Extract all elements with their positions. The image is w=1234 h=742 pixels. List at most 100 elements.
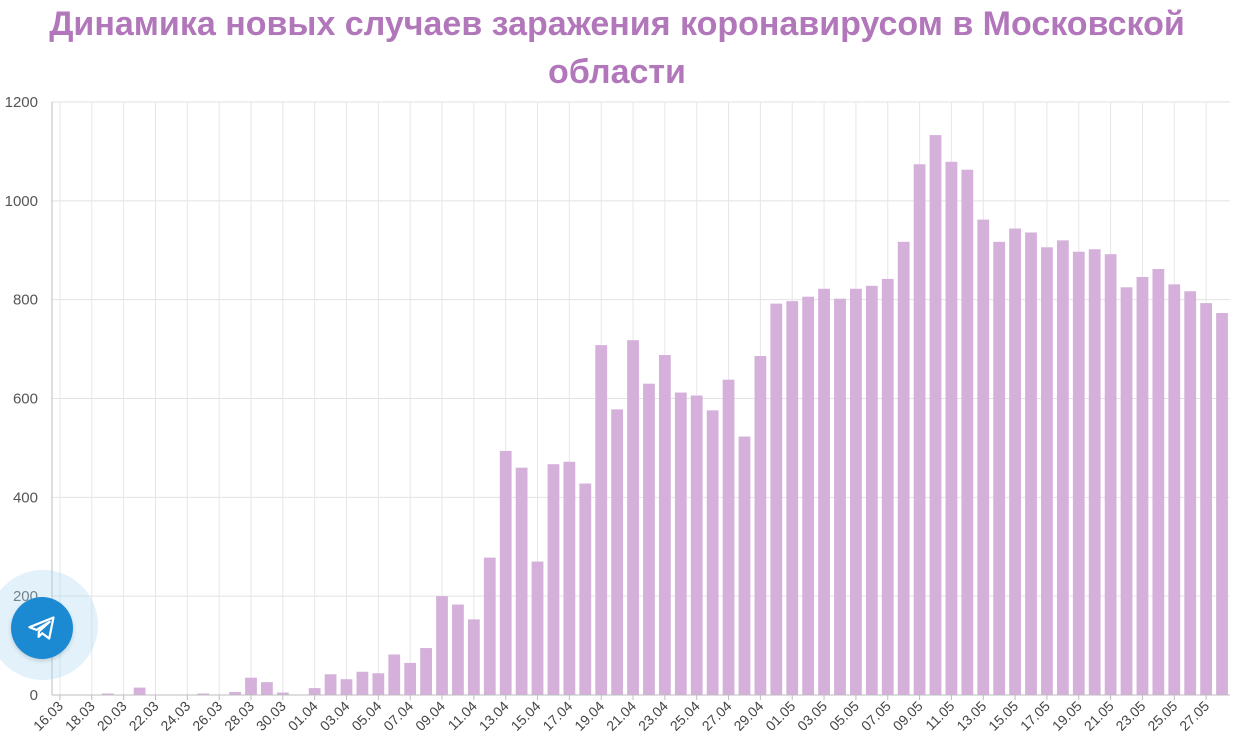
bar xyxy=(452,604,464,695)
x-tick-labels: 16.0318.0320.0322.0324.0326.0328.0330.03… xyxy=(30,698,1212,734)
bar xyxy=(579,483,592,695)
bar xyxy=(738,436,751,695)
bar xyxy=(913,164,926,695)
bar xyxy=(754,356,767,695)
x-tick-label: 13.05 xyxy=(953,698,989,734)
bar xyxy=(945,161,958,695)
bar xyxy=(1072,251,1085,696)
x-tick-label: 03.04 xyxy=(317,698,353,734)
x-tick-label: 20.03 xyxy=(94,698,130,734)
x-tick-label: 09.04 xyxy=(412,698,448,734)
bar xyxy=(1152,269,1165,695)
bar xyxy=(261,682,273,695)
x-tick-label: 15.04 xyxy=(508,698,544,734)
bar xyxy=(324,674,337,695)
bar xyxy=(388,654,401,695)
bar xyxy=(1120,287,1133,695)
bar xyxy=(420,648,432,695)
bar xyxy=(658,355,671,695)
bar xyxy=(276,692,289,695)
bar xyxy=(627,340,639,695)
bar xyxy=(865,285,878,695)
bar xyxy=(897,241,910,695)
axes xyxy=(51,102,1230,700)
bar xyxy=(229,692,241,695)
bar xyxy=(1136,276,1149,695)
x-tick-label: 26.03 xyxy=(189,698,225,734)
y-tick-label: 0 xyxy=(30,687,38,704)
x-tick-label: 09.05 xyxy=(890,698,926,734)
bar xyxy=(881,278,894,695)
bar xyxy=(1088,249,1101,696)
x-tick-label: 25.05 xyxy=(1144,698,1180,734)
bar xyxy=(706,410,719,695)
x-tick-label: 25.04 xyxy=(667,698,703,734)
x-tick-label: 01.05 xyxy=(762,698,798,734)
bar xyxy=(245,677,257,695)
bar xyxy=(1056,240,1069,695)
bar xyxy=(929,135,942,696)
bar xyxy=(818,288,830,695)
bar xyxy=(372,673,385,695)
bar xyxy=(1009,228,1021,696)
telegram-button[interactable] xyxy=(11,597,73,659)
x-tick-label: 17.04 xyxy=(539,698,575,734)
x-tick-label: 03.05 xyxy=(794,698,830,734)
x-tick-label: 15.05 xyxy=(985,698,1021,734)
x-tick-label: 19.05 xyxy=(1049,698,1085,734)
bar xyxy=(1025,232,1037,695)
bar xyxy=(515,467,528,695)
x-tick-label: 21.04 xyxy=(603,698,639,734)
bar xyxy=(467,619,480,695)
grid xyxy=(52,101,1230,696)
x-tick-label: 24.03 xyxy=(157,698,193,734)
bar xyxy=(786,301,799,695)
bar xyxy=(563,461,576,695)
telegram-share-widget xyxy=(0,570,98,682)
bar xyxy=(483,557,496,695)
bar xyxy=(133,687,146,695)
bar xyxy=(1104,254,1117,695)
bar xyxy=(611,409,624,695)
bar xyxy=(547,464,560,695)
bar xyxy=(499,450,512,695)
bar xyxy=(1200,303,1213,695)
y-tick-label: 1000 xyxy=(5,193,38,210)
y-tick-label: 400 xyxy=(13,489,38,506)
y-tick-label: 600 xyxy=(13,391,38,408)
bar xyxy=(436,596,448,695)
bar xyxy=(1041,247,1053,695)
x-tick-label: 22.03 xyxy=(125,698,161,734)
bar xyxy=(993,241,1006,695)
x-tick-label: 13.04 xyxy=(476,698,512,734)
y-tick-label: 800 xyxy=(13,292,38,309)
x-tick-label: 11.05 xyxy=(922,698,958,734)
y-tick-label: 1200 xyxy=(5,94,38,111)
x-tick-label: 21.05 xyxy=(1081,698,1117,734)
bar xyxy=(643,383,655,695)
x-tick-label: 07.04 xyxy=(380,698,416,734)
x-tick-label: 28.03 xyxy=(221,698,257,734)
bar xyxy=(1216,313,1228,695)
bar xyxy=(770,303,783,695)
x-tick-label: 05.04 xyxy=(348,698,384,734)
x-tick-label: 01.04 xyxy=(285,698,321,734)
x-tick-label: 05.05 xyxy=(826,698,862,734)
bar xyxy=(308,688,321,695)
bar xyxy=(674,392,687,695)
x-tick-label: 27.05 xyxy=(1176,698,1212,734)
bar xyxy=(1168,284,1181,695)
bar xyxy=(850,288,862,695)
bar xyxy=(404,662,417,695)
x-tick-label: 27.04 xyxy=(699,698,735,734)
bar xyxy=(802,296,815,695)
bar xyxy=(722,379,735,695)
bar xyxy=(977,219,990,695)
bar xyxy=(1184,291,1197,695)
x-tick-label: 30.03 xyxy=(253,698,289,734)
x-tick-label: 29.04 xyxy=(730,698,766,734)
bar xyxy=(340,679,353,695)
x-tick-label: 17.05 xyxy=(1017,698,1053,734)
bar xyxy=(356,671,369,695)
